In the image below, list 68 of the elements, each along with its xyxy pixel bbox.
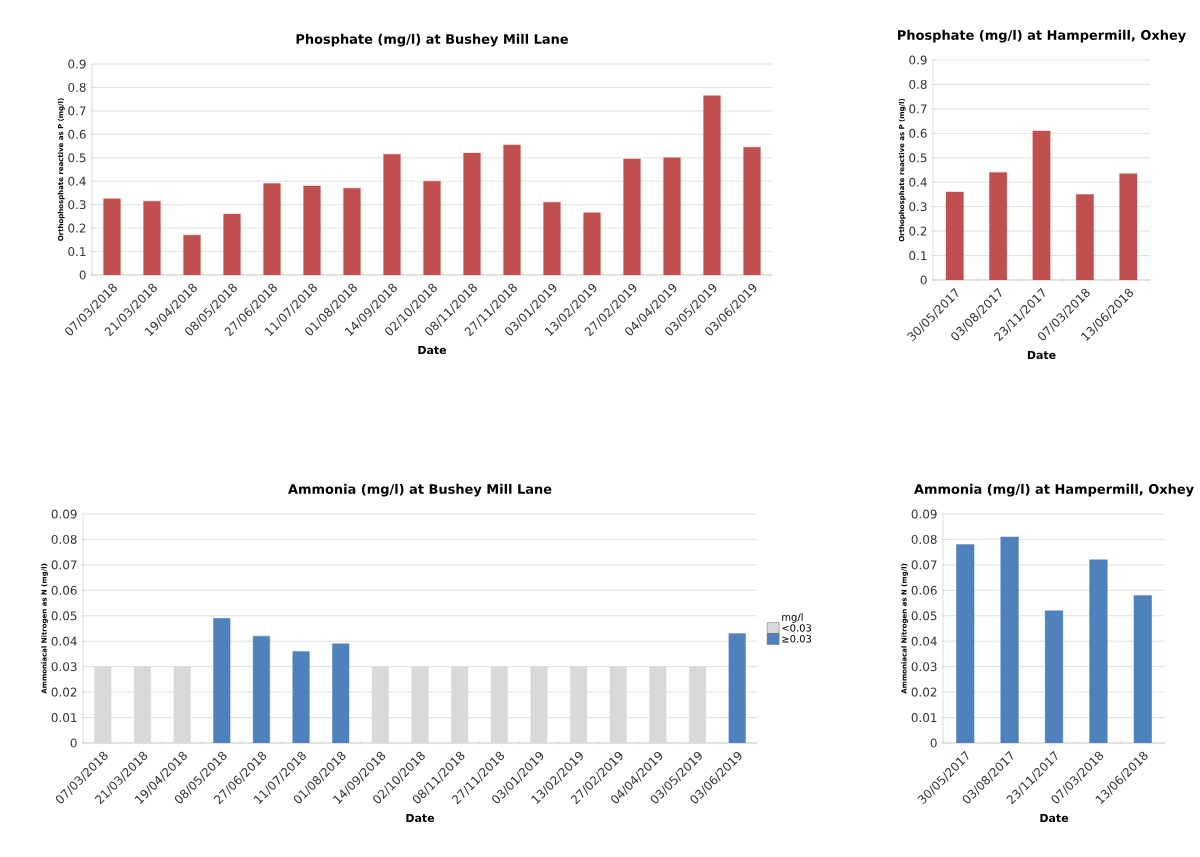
y-tick-label: 0.3	[909, 202, 927, 212]
bar	[303, 185, 321, 275]
x-axis-title: Date	[406, 813, 435, 823]
bar	[383, 154, 401, 275]
bar	[103, 198, 121, 275]
y-tick-label: 0.2	[909, 226, 927, 236]
x-axis-title: Date	[1040, 813, 1069, 823]
legend-label: ≥0.03	[782, 635, 812, 643]
legend-title: mg/l	[782, 613, 803, 623]
y-tick-label: 0.04	[911, 636, 937, 646]
y-tick-label: 0.9	[68, 59, 86, 69]
y-tick-label: 0.6	[68, 129, 86, 139]
y-tick-label: 0.1	[68, 247, 86, 257]
bar	[663, 157, 681, 275]
y-tick-label: 0.7	[68, 106, 86, 116]
y-tick-label: 0.4	[909, 177, 927, 187]
bar	[623, 158, 641, 275]
y-tick-label: 0.6	[909, 128, 927, 138]
y-tick-label: 0.4	[68, 176, 86, 186]
y-tick-label: 0.08	[51, 534, 77, 544]
bar	[503, 144, 521, 275]
bar	[543, 202, 561, 275]
bar	[743, 147, 761, 275]
y-tick-label: 0.09	[51, 509, 77, 519]
bar	[263, 183, 281, 275]
y-tick-label: 0.07	[51, 560, 77, 570]
y-tick-label: 0.06	[51, 585, 77, 595]
y-tick-label: 0.09	[911, 509, 937, 519]
y-tick-label: 0.01	[51, 713, 77, 723]
y-tick-label: 0.3	[68, 200, 86, 210]
chart-title: Phosphate (mg/l) at Bushey Mill Lane	[296, 33, 568, 47]
y-tick-label: 0.05	[911, 611, 937, 621]
y-tick-label: 0.03	[51, 662, 77, 672]
y-tick-label: 0.02	[51, 687, 77, 697]
x-axis-title: Date	[1027, 350, 1056, 360]
legend-label: <0.03	[782, 624, 812, 632]
chart-title: Phosphate (mg/l) at Hampermill, Oxhey	[898, 29, 1186, 43]
bar	[703, 95, 721, 275]
y-tick-label: 0	[70, 738, 77, 748]
y-tick-label: 0.08	[911, 534, 937, 544]
bar	[463, 152, 481, 275]
y-tick-label: 0	[930, 738, 937, 748]
y-tick-label: 0.03	[911, 662, 937, 672]
y-tick-label: 0.07	[911, 560, 937, 570]
y-tick-label: 0.02	[911, 687, 937, 697]
bar	[183, 234, 201, 275]
y-tick-label: 0.2	[68, 223, 86, 233]
chart-title: Ammonia (mg/l) at Bushey Mill Lane	[288, 483, 552, 497]
y-tick-label: 0.04	[51, 636, 77, 646]
bar	[583, 212, 601, 275]
y-tick-label: 0.06	[911, 585, 937, 595]
y-tick-label: 0.05	[51, 611, 77, 621]
y-tick-label: 0	[920, 275, 927, 285]
bar	[343, 188, 361, 275]
y-tick-label: 0.5	[909, 153, 927, 163]
y-tick-label: 0.8	[68, 82, 86, 92]
y-tick-label: 0.8	[909, 79, 927, 89]
chart-title: Ammonia (mg/l) at Hampermill, Oxhey	[914, 483, 1194, 497]
bar	[143, 200, 161, 275]
y-tick-label: 0.9	[909, 55, 927, 65]
y-tick-label: 0.5	[68, 153, 86, 163]
y-tick-label: 0.7	[909, 104, 927, 114]
bar	[223, 213, 241, 275]
y-tick-label: 0	[79, 270, 86, 280]
bar	[423, 181, 441, 275]
x-axis-title: Date	[418, 345, 447, 355]
y-tick-label: 0.1	[909, 251, 927, 261]
y-tick-label: 0.01	[911, 713, 937, 723]
